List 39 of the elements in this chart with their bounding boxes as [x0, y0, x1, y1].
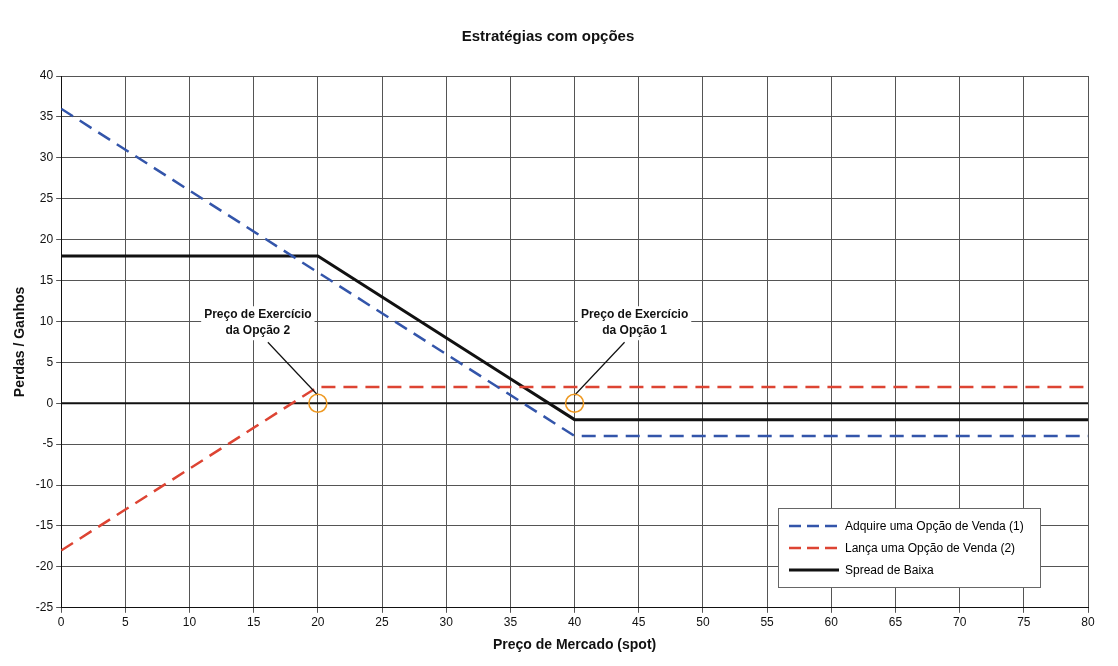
- y-tick-label: 5: [46, 354, 54, 369]
- y-tick-label: -10: [35, 477, 54, 492]
- x-tick-label: 60: [824, 615, 839, 630]
- x-tick-label: 10: [182, 615, 197, 630]
- x-axis-title: Preço de Mercado (spot): [492, 636, 657, 653]
- y-tick-label: 15: [39, 272, 54, 287]
- y-tick-label: 30: [39, 150, 54, 165]
- x-tick-label: 0: [57, 615, 65, 630]
- x-tick-label: 50: [696, 615, 710, 630]
- y-axis-title: Perdas / Ganhos: [11, 286, 28, 398]
- annotation: Preço de Exercício da Opção 1: [580, 306, 689, 337]
- y-tick-label: 0: [46, 395, 54, 410]
- chart-title: Estratégias com opções: [461, 27, 635, 45]
- x-tick-label: 75: [1017, 615, 1031, 630]
- x-tick-label: 65: [888, 615, 903, 630]
- x-tick-label: 15: [247, 615, 261, 630]
- x-tick-label: 70: [952, 615, 967, 630]
- x-tick-label: 55: [760, 615, 775, 630]
- x-tick-label: 30: [439, 615, 454, 630]
- annotation: Preço de Exercício da Opção 2: [204, 306, 312, 337]
- x-tick-label: 45: [632, 615, 646, 630]
- x-tick-label: 40: [567, 615, 582, 630]
- y-tick-label: 25: [39, 191, 54, 206]
- y-tick-label: 40: [39, 68, 54, 83]
- legend-label: Adquire uma Opção de Venda (1): [845, 518, 1024, 533]
- y-tick-label: -25: [35, 600, 54, 615]
- legend-label: Spread de Baixa: [845, 562, 934, 577]
- x-tick-label: 5: [121, 615, 129, 630]
- legend-label: Lança uma Opção de Venda (2): [845, 540, 1016, 555]
- x-tick-label: 35: [503, 615, 518, 630]
- y-tick-label: 10: [39, 313, 54, 328]
- y-tick-label: 20: [39, 231, 54, 246]
- x-tick-label: 80: [1081, 615, 1095, 630]
- y-tick-label: -5: [42, 436, 54, 451]
- x-tick-label: 25: [375, 615, 390, 630]
- y-tick-label: 35: [39, 109, 54, 124]
- y-tick-label: -15: [35, 518, 54, 533]
- y-tick-label: -20: [35, 559, 54, 574]
- x-tick-label: 20: [311, 615, 325, 630]
